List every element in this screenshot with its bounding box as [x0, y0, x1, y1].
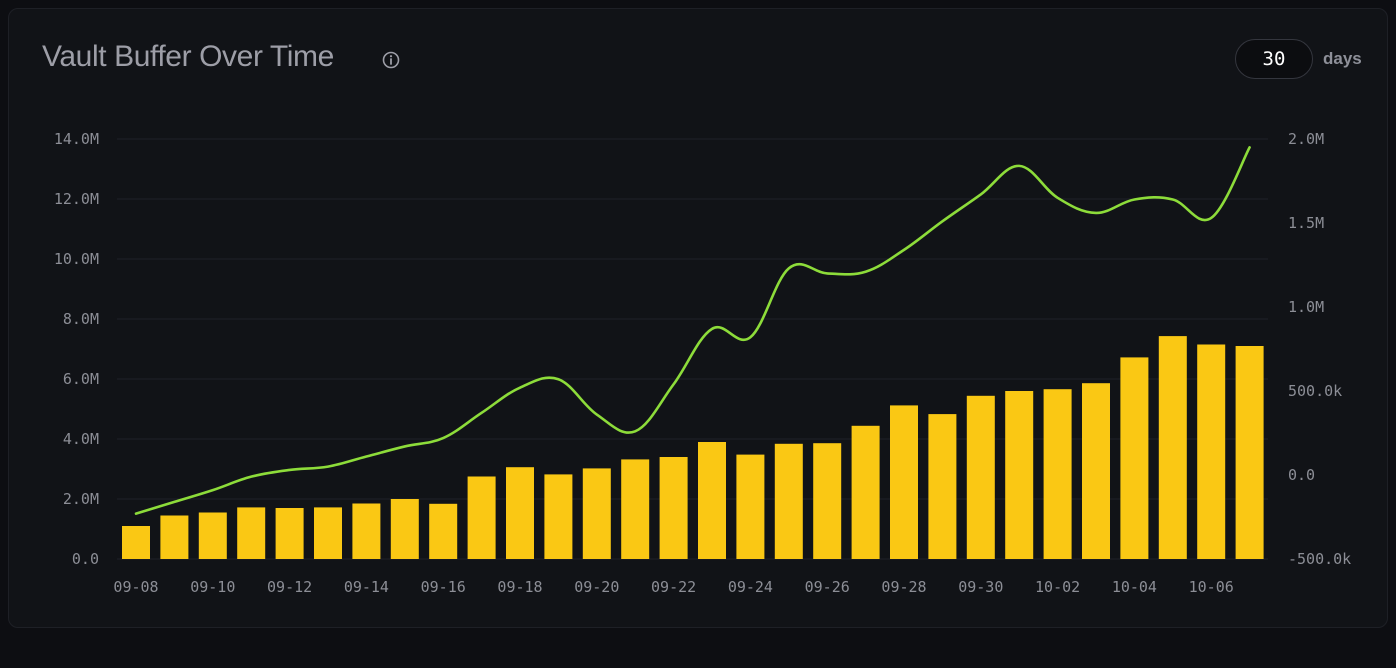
bar [1197, 344, 1226, 559]
x-tick-label: 09-18 [497, 578, 542, 596]
bar [390, 499, 419, 559]
y-left-tick-label: 6.0M [63, 370, 99, 388]
bar [1082, 383, 1110, 559]
x-tick-label: 09-28 [881, 578, 926, 596]
x-tick-label: 09-10 [190, 578, 235, 596]
bar [659, 457, 688, 559]
x-tick-label: 10-04 [1112, 578, 1157, 596]
bar [582, 468, 611, 559]
bar [275, 508, 304, 559]
x-tick-label: 09-30 [958, 578, 1003, 596]
bar [352, 503, 381, 559]
bar [1120, 357, 1149, 559]
info-circle-icon[interactable] [381, 50, 401, 70]
bar [1043, 389, 1072, 559]
x-tick-label: 09-22 [651, 578, 696, 596]
y-right-tick-label: 500.0k [1288, 382, 1342, 400]
bar [736, 454, 765, 559]
y-left-tick-label: 0.0 [72, 550, 99, 568]
y-right-tick-label: 0.0 [1288, 466, 1315, 484]
chart-title: Vault Buffer Over Time [42, 40, 334, 73]
x-tick-label: 09-24 [728, 578, 773, 596]
bar [1235, 346, 1264, 559]
bar [621, 459, 650, 559]
x-tick-label: 09-14 [344, 578, 389, 596]
x-tick-label: 10-02 [1035, 578, 1080, 596]
bar [851, 425, 880, 559]
y-left-tick-label: 12.0M [54, 190, 99, 208]
bar [506, 467, 534, 559]
bar [237, 507, 266, 559]
y-left-tick-label: 8.0M [63, 310, 99, 328]
bar [928, 414, 957, 559]
y-right-tick-label: -500.0k [1288, 550, 1351, 568]
y-left-tick-label: 2.0M [63, 490, 99, 508]
bar [467, 476, 496, 559]
x-tick-label: 09-26 [805, 578, 850, 596]
x-tick-label: 09-20 [574, 578, 619, 596]
y-right-tick-label: 1.5M [1288, 214, 1324, 232]
y-right-tick-label: 1.0M [1288, 298, 1324, 316]
bar [198, 512, 227, 559]
bar [544, 474, 573, 559]
bar [813, 443, 842, 559]
y-left-tick-label: 4.0M [63, 430, 99, 448]
bar [314, 507, 342, 559]
bar [1005, 391, 1034, 559]
bar [429, 503, 458, 559]
x-tick-label: 09-12 [267, 578, 312, 596]
days-label: days [1323, 49, 1362, 68]
x-tick-label: 09-08 [113, 578, 158, 596]
bar [160, 515, 189, 559]
y-left-tick-label: 10.0M [54, 250, 99, 268]
y-left-tick-label: 14.0M [54, 130, 99, 148]
bar [122, 526, 150, 559]
bar [1158, 336, 1187, 559]
x-tick-label: 10-06 [1189, 578, 1234, 596]
y-right-tick-label: 2.0M [1288, 130, 1324, 148]
days-input[interactable] [1235, 39, 1313, 79]
bar [774, 443, 803, 559]
bar [890, 405, 918, 559]
bar [698, 442, 726, 559]
line-series [134, 146, 1251, 515]
x-tick-label: 09-16 [421, 578, 466, 596]
bar [966, 395, 995, 559]
